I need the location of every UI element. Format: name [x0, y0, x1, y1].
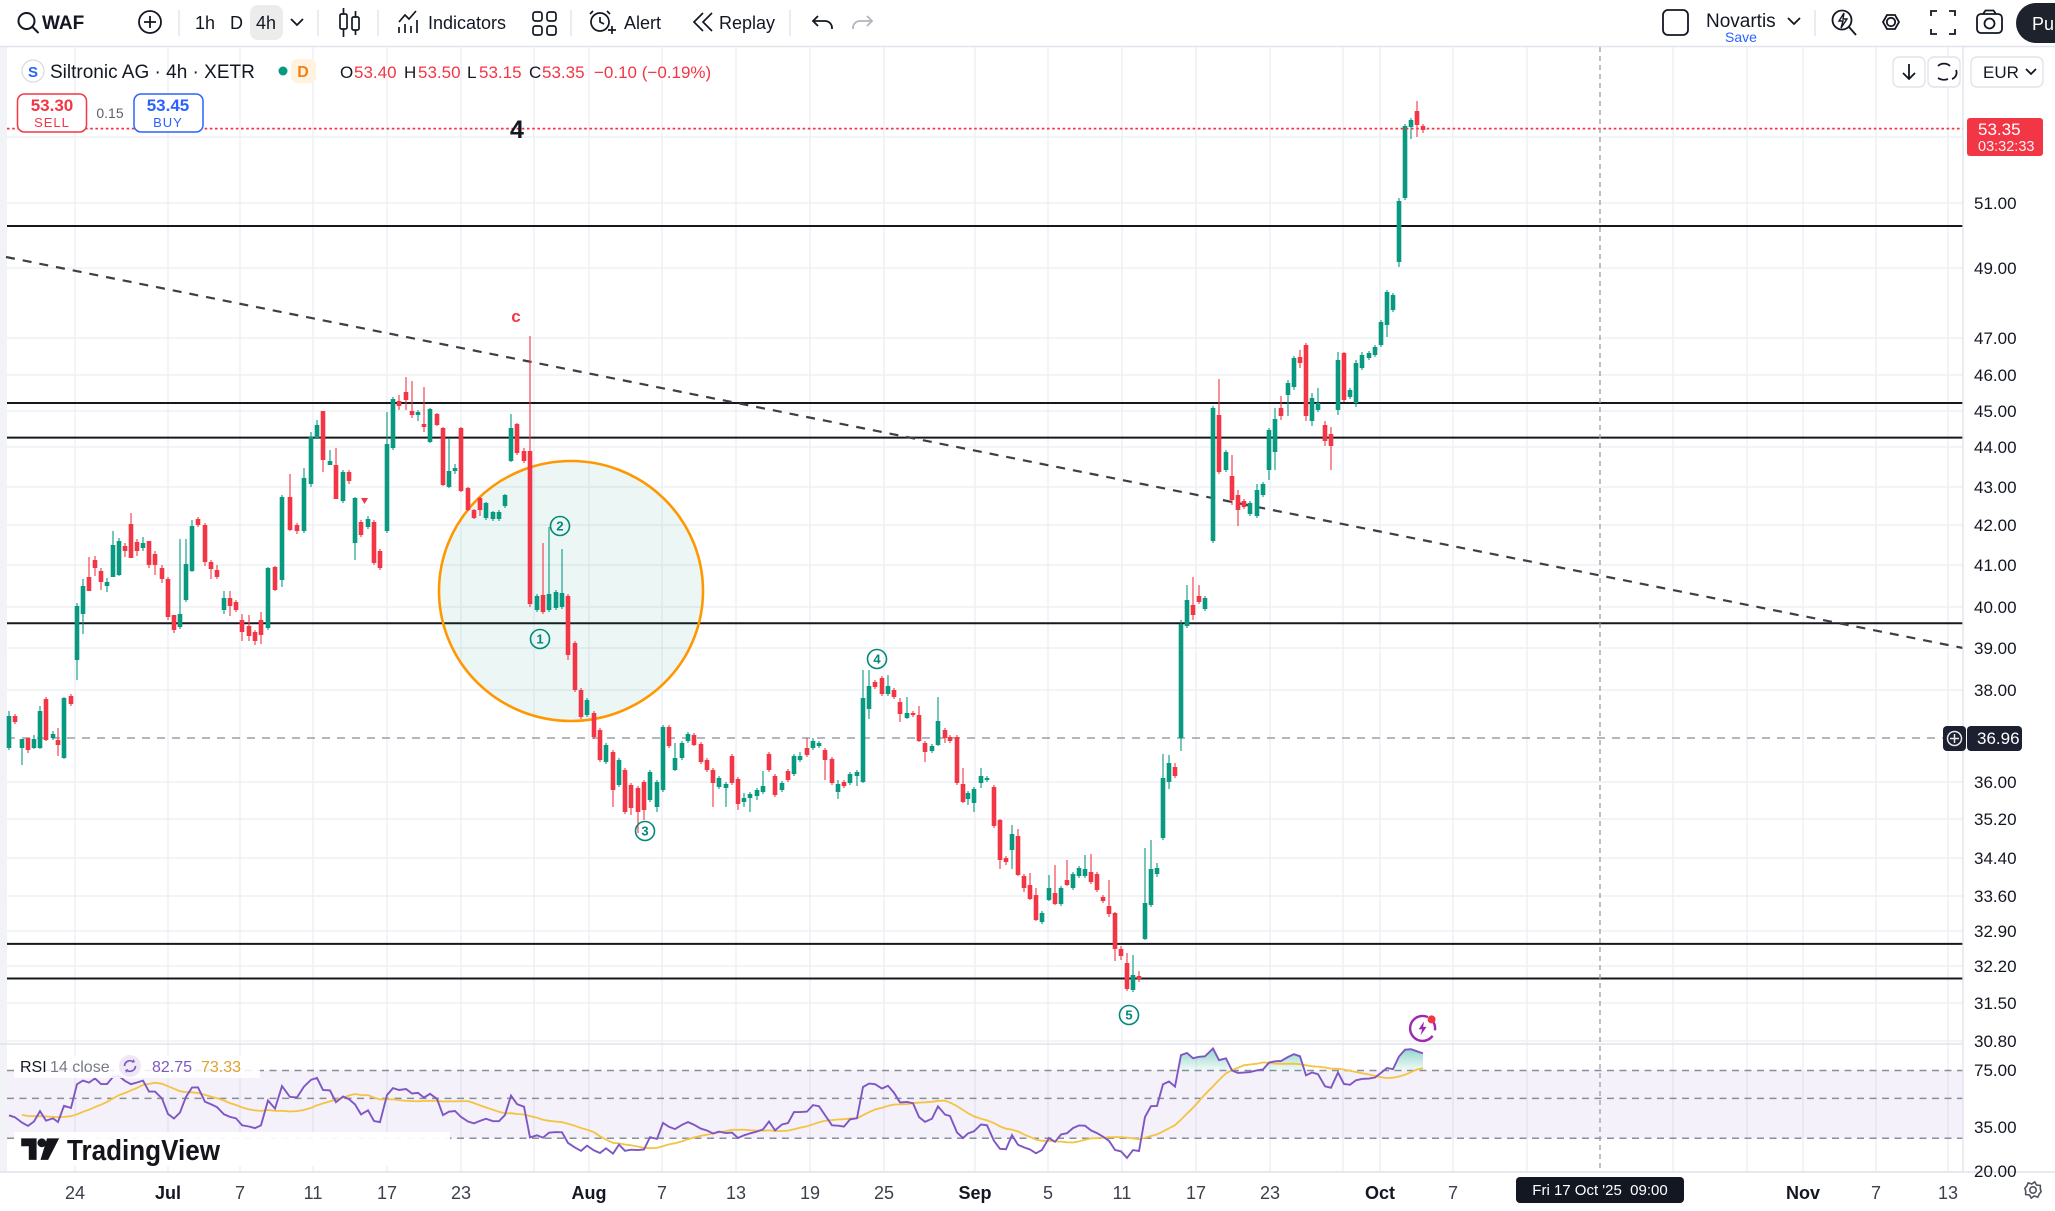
- svg-text:17: 17: [1186, 1183, 1206, 1203]
- svg-text:53.50: 53.50: [418, 63, 461, 82]
- svg-text:36.96: 36.96: [1977, 729, 2020, 748]
- svg-text:53.15: 53.15: [479, 63, 522, 82]
- svg-text:53.35: 53.35: [1978, 120, 2021, 139]
- svg-text:30.80: 30.80: [1974, 1032, 2017, 1051]
- svg-text:44.00: 44.00: [1974, 438, 2017, 457]
- svg-text:73.33: 73.33: [201, 1059, 241, 1076]
- svg-text:35.20: 35.20: [1974, 810, 2017, 829]
- svg-text:EUR: EUR: [1983, 63, 2019, 82]
- svg-text:47.00: 47.00: [1974, 329, 2017, 348]
- svg-text:3: 3: [641, 824, 648, 839]
- svg-text:Save: Save: [1725, 29, 1757, 45]
- svg-text:19: 19: [800, 1183, 820, 1203]
- svg-text:4: 4: [510, 116, 524, 144]
- svg-text:34.40: 34.40: [1974, 849, 2017, 868]
- svg-text:Fri 17 Oct '25 09:00: Fri 17 Oct '25 09:00: [1532, 1182, 1667, 1199]
- svg-text:03:32:33: 03:32:33: [1978, 139, 2034, 155]
- svg-text:41.00: 41.00: [1974, 556, 2017, 575]
- svg-text:14 close: 14 close: [50, 1059, 110, 1076]
- svg-text:WAF: WAF: [42, 13, 84, 34]
- svg-text:53.45: 53.45: [147, 96, 190, 115]
- svg-text:S: S: [28, 64, 38, 81]
- svg-text:c: c: [511, 307, 520, 326]
- svg-text:75.00: 75.00: [1974, 1061, 2017, 1080]
- svg-text:O: O: [340, 63, 353, 82]
- svg-text:D: D: [297, 64, 309, 81]
- svg-text:39.00: 39.00: [1974, 639, 2017, 658]
- svg-text:2: 2: [556, 519, 563, 534]
- svg-text:38.00: 38.00: [1974, 681, 2017, 700]
- svg-text:Siltronic AG · 4h · XETR: Siltronic AG · 4h · XETR: [50, 62, 255, 83]
- svg-text:TradingView: TradingView: [67, 1135, 220, 1167]
- svg-text:13: 13: [1938, 1183, 1958, 1203]
- svg-text:11: 11: [304, 1183, 323, 1203]
- svg-text:4: 4: [873, 652, 881, 667]
- svg-text:11: 11: [1113, 1183, 1132, 1203]
- svg-text:Indicators: Indicators: [428, 13, 506, 33]
- svg-text:51.00: 51.00: [1974, 194, 2017, 213]
- svg-text:20.00: 20.00: [1974, 1162, 2017, 1181]
- svg-text:D: D: [230, 13, 243, 33]
- svg-text:53.40: 53.40: [354, 63, 397, 82]
- svg-text:25: 25: [874, 1183, 894, 1203]
- svg-text:Aug: Aug: [572, 1183, 607, 1203]
- svg-text:7: 7: [1448, 1183, 1458, 1203]
- svg-text:H: H: [404, 63, 416, 82]
- svg-text:46.00: 46.00: [1974, 366, 2017, 385]
- svg-text:35.00: 35.00: [1974, 1118, 2017, 1137]
- svg-text:5: 5: [1043, 1183, 1053, 1203]
- svg-text:SELL: SELL: [34, 115, 70, 130]
- svg-text:7: 7: [235, 1183, 245, 1203]
- svg-text:82.75: 82.75: [152, 1059, 192, 1076]
- svg-text:Jul: Jul: [155, 1183, 181, 1203]
- svg-text:53.30: 53.30: [31, 96, 74, 115]
- svg-text:45.00: 45.00: [1974, 402, 2017, 421]
- svg-text:13: 13: [726, 1183, 746, 1203]
- svg-text:5: 5: [1125, 1008, 1132, 1023]
- svg-text:7: 7: [657, 1183, 667, 1203]
- svg-text:BUY: BUY: [153, 115, 183, 130]
- svg-text:−0.10 (−0.19%): −0.10 (−0.19%): [594, 63, 711, 82]
- svg-text:23: 23: [451, 1183, 471, 1203]
- svg-text:RSI: RSI: [20, 1059, 47, 1076]
- svg-text:Novartis: Novartis: [1706, 11, 1776, 32]
- svg-text:Nov: Nov: [1786, 1183, 1820, 1203]
- svg-text:Oct: Oct: [1365, 1183, 1395, 1203]
- svg-text:24: 24: [65, 1183, 85, 1203]
- svg-text:Pub: Pub: [2032, 14, 2055, 34]
- svg-text:Sep: Sep: [958, 1183, 991, 1203]
- svg-text:7: 7: [1871, 1183, 1881, 1203]
- svg-text:L: L: [467, 63, 476, 82]
- svg-text:1: 1: [536, 632, 543, 647]
- svg-text:32.20: 32.20: [1974, 957, 2017, 976]
- svg-text:42.00: 42.00: [1974, 516, 2017, 535]
- svg-text:49.00: 49.00: [1974, 259, 2017, 278]
- svg-text:53.35: 53.35: [542, 63, 585, 82]
- svg-text:31.50: 31.50: [1974, 994, 2017, 1013]
- svg-text:23: 23: [1260, 1183, 1280, 1203]
- svg-text:33.60: 33.60: [1974, 887, 2017, 906]
- svg-text:C: C: [529, 63, 541, 82]
- svg-text:40.00: 40.00: [1974, 598, 2017, 617]
- svg-text:32.90: 32.90: [1974, 922, 2017, 941]
- svg-text:1h: 1h: [195, 13, 215, 33]
- svg-text:Replay: Replay: [719, 13, 775, 33]
- svg-text:Alert: Alert: [624, 13, 661, 33]
- svg-text:0.15: 0.15: [96, 105, 123, 121]
- svg-text:36.00: 36.00: [1974, 773, 2017, 792]
- svg-text:43.00: 43.00: [1974, 478, 2017, 497]
- svg-text:17: 17: [377, 1183, 397, 1203]
- svg-text:4h: 4h: [256, 13, 276, 33]
